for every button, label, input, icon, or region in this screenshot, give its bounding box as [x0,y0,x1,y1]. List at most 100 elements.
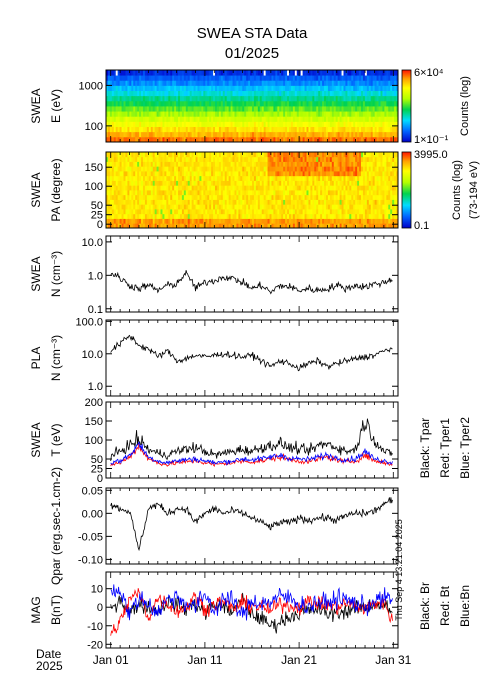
heatmap-cell [288,126,292,133]
heatmap-cell [117,121,121,127]
heatmap-cell [341,204,344,210]
heatmap-cell [125,136,128,143]
heatmap-cell [396,111,399,117]
heatmap-cell [351,136,354,143]
heatmap-cell [109,218,113,224]
heatmap-cell [162,180,165,186]
heatmap-cell [154,180,158,186]
heatmap-cell [119,223,122,229]
heatmap-cell [207,136,210,143]
heatmap-cell [357,116,360,122]
heatmap-cell [263,111,267,117]
heatmap-cell [386,121,389,127]
heatmap-cell [193,209,196,215]
heatmap-cell [277,156,280,162]
heatmap-cell [168,152,171,158]
heatmap-cell [193,218,196,224]
heatmap-cell [355,70,358,76]
heatmap-cell [209,100,212,107]
heatmap-cell [335,194,339,200]
heatmap-cell [314,100,317,107]
heatmap-cell [113,161,117,167]
heatmap-cell [384,171,387,177]
heatmap-cell [294,111,298,117]
heatmap-cell [224,166,228,172]
heatmap-cell [392,90,395,97]
heatmap-cell [359,131,362,138]
heatmap-cell [312,75,315,81]
heatmap-cell [150,180,154,186]
heatmap-cell [388,90,391,97]
heatmap-cell [257,136,261,143]
heatmap-cell [144,75,148,81]
heatmap-cell [250,136,253,143]
heatmap-cell [355,106,358,112]
heatmap-cell [384,175,387,181]
heatmap-cell [113,199,117,205]
heatmap-cell [242,218,245,224]
heatmap-cell [277,213,280,219]
heatmap-cell [269,90,272,97]
heatmap-cell [349,70,352,76]
heatmap-cell [361,213,364,219]
heatmap-cell [279,106,282,112]
heatmap-cell [174,209,177,215]
heatmap-cell [331,90,335,97]
heatmap-cell [250,171,253,177]
heatmap-cell [141,190,144,196]
heatmap-cell [203,106,206,112]
heatmap-cell [359,199,362,205]
heatmap-cell [376,156,379,162]
heatmap-cell [141,185,144,191]
heatmap-cell [355,85,358,91]
heatmap-cell [246,175,249,181]
heatmap-cell [306,75,309,81]
heatmap-cell [115,152,119,158]
heatmap-cell [273,190,276,196]
heatmap-cell [384,111,387,117]
heatmap-cell [191,152,194,158]
heatmap-cell [228,180,231,186]
heatmap-cell [123,75,126,81]
heatmap-cell [394,75,397,81]
heatmap-cell [234,175,237,181]
heatmap-cell [347,75,350,81]
heatmap-cell [327,185,331,191]
heatmap-cell [218,85,222,91]
heatmap-cell [154,90,158,97]
heatmap-cell [316,126,319,133]
heatmap-cell [341,116,344,122]
heatmap-cell [172,111,175,117]
heatmap-cell [205,171,208,177]
heatmap-cell [331,171,335,177]
heatmap-cell [343,75,346,81]
heatmap-cell [253,136,257,143]
heatmap-cell [368,199,372,205]
heatmap-cell [392,131,395,138]
heatmap-cell [236,180,239,186]
heatmap-cell [366,175,370,181]
heatmap-cell [230,180,233,186]
heatmap-cell [388,85,391,91]
heatmap-cell [259,185,263,191]
heatmap-cell [339,218,342,224]
heatmap-cell [337,106,340,112]
heatmap-cell [131,136,134,143]
heatmap-cell [113,180,117,186]
heatmap-cell [193,111,196,117]
heatmap-cell [288,171,292,177]
heatmap-cell [226,209,230,215]
heatmap-cell [333,185,337,191]
heatmap-cell [302,95,305,102]
y-axis-label: SWEA [29,88,43,123]
heatmap-cell [283,121,286,127]
heatmap-cell [230,171,233,177]
heatmap-cell [226,70,230,76]
heatmap-cell [361,70,364,76]
heatmap-cell [259,190,263,196]
heatmap-cell [304,116,307,122]
heatmap-cell [322,131,325,138]
heatmap-cell [357,209,360,215]
heatmap-cell [310,136,313,143]
heatmap-cell [392,218,395,224]
